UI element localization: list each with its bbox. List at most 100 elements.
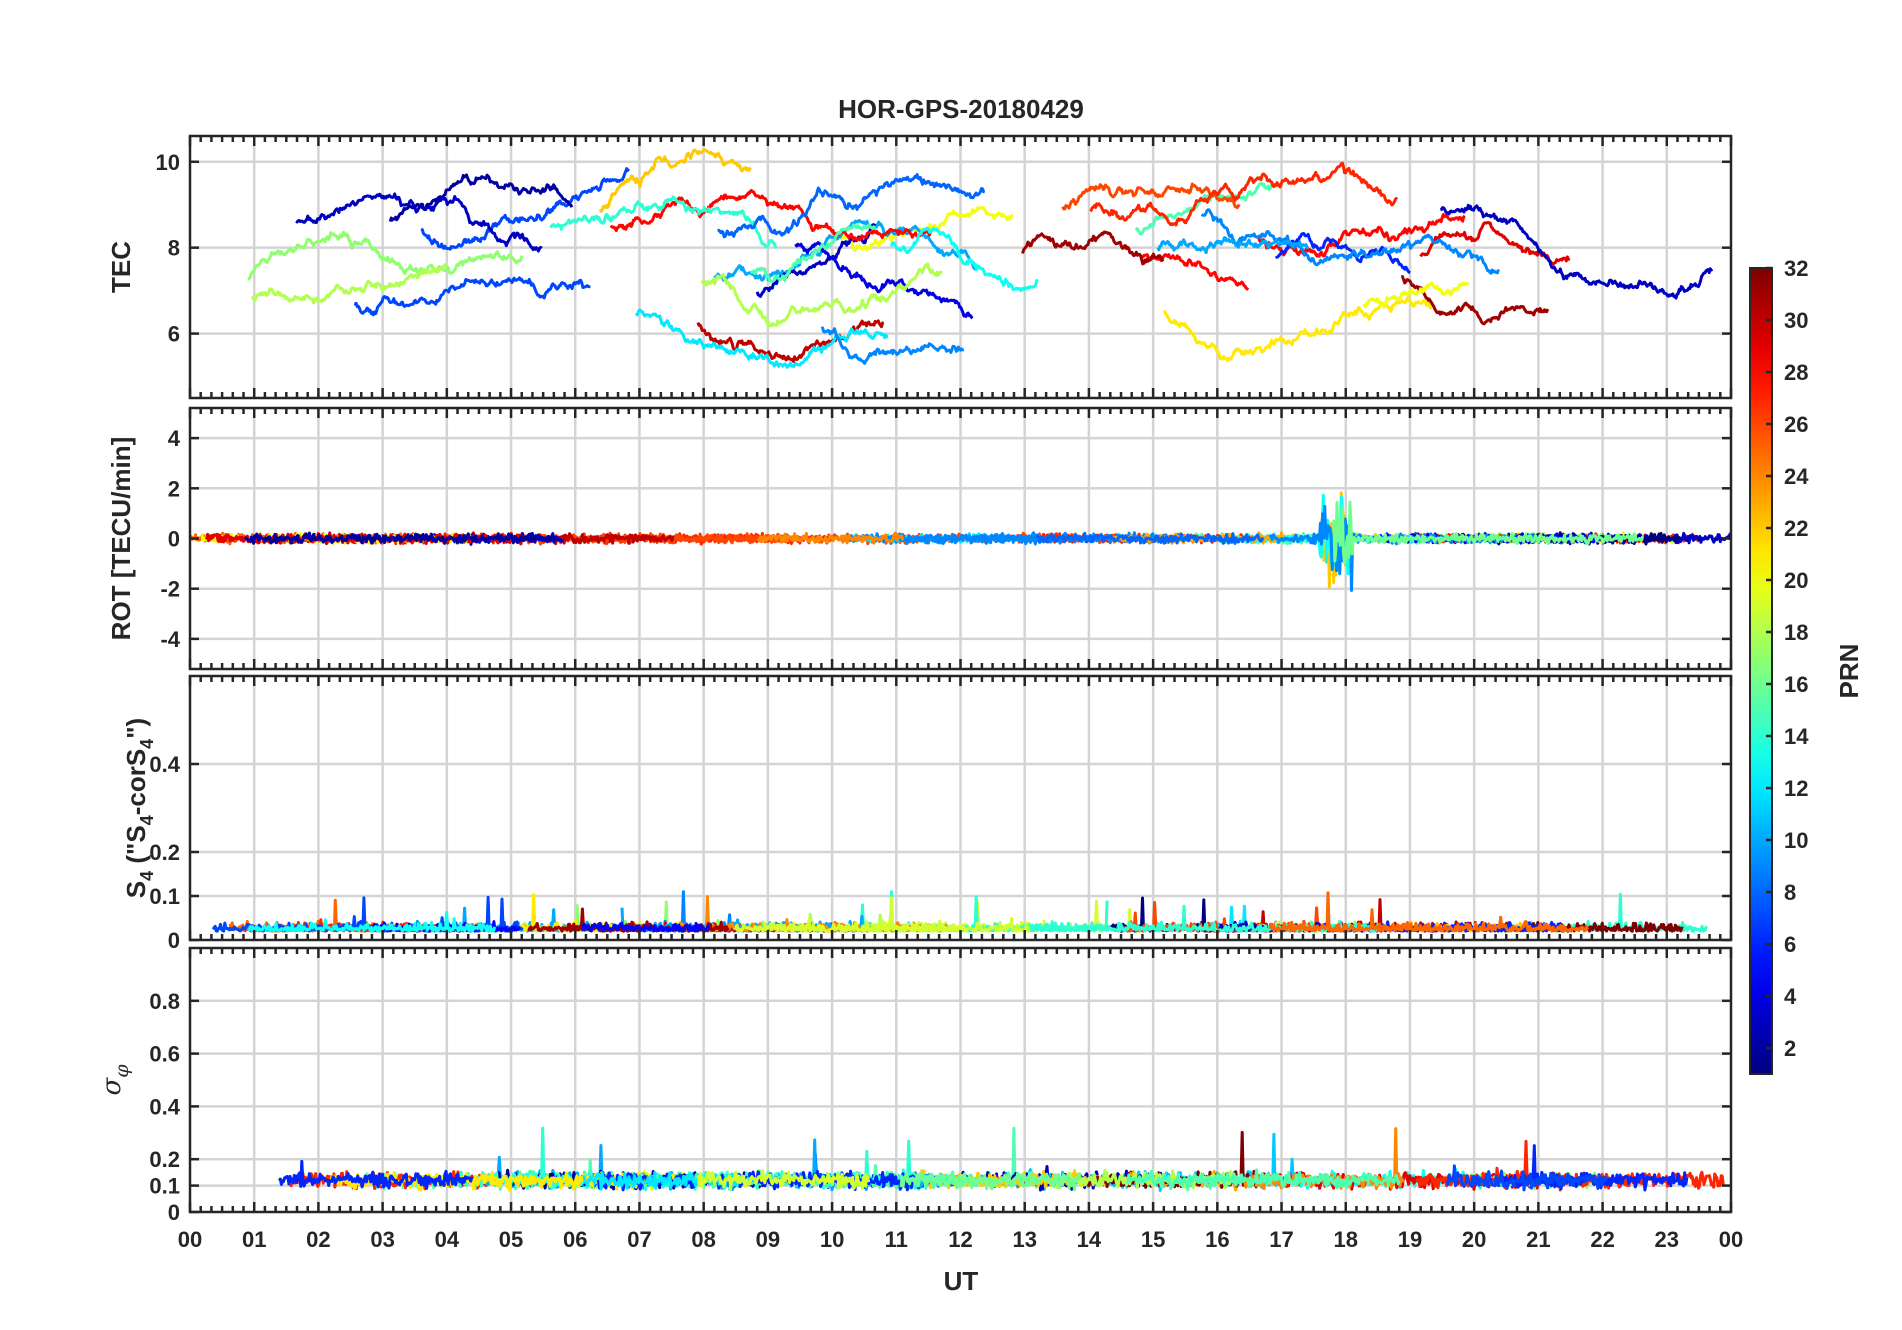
prn-trace xyxy=(695,1169,871,1191)
prn-trace xyxy=(295,192,543,253)
ut-x-tick-label: 15 xyxy=(1141,1227,1165,1252)
ut-x-tick-label: 02 xyxy=(306,1227,330,1252)
prn-trace xyxy=(860,917,965,933)
tec-y-tick-label: 10 xyxy=(156,150,180,175)
colorbar-tick-label: 2 xyxy=(1784,1036,1796,1061)
ut-x-tick-label: 05 xyxy=(499,1227,523,1252)
prn-trace xyxy=(1126,1168,1401,1192)
ut-x-tick-label: 19 xyxy=(1398,1227,1422,1252)
prn-trace xyxy=(251,262,447,305)
prn-trace xyxy=(598,148,752,213)
prn-trace xyxy=(1200,208,1500,275)
prn-trace xyxy=(1445,1164,1608,1192)
prn-trace xyxy=(1332,500,1645,565)
sigma-phi-y-tick-label: 0.2 xyxy=(149,1147,180,1172)
rot-panel: -4 -2 0 2 4 ROT [TECU/min] xyxy=(106,406,1733,671)
sigma-phi-traces xyxy=(277,1126,1725,1192)
tec-y-axis-label: TEC xyxy=(106,241,136,293)
prn-trace xyxy=(700,262,943,328)
colorbar-tick-label: 20 xyxy=(1784,568,1808,593)
ut-x-tick-label: 17 xyxy=(1269,1227,1293,1252)
prn-trace xyxy=(1439,203,1714,300)
colorbar-tick-label: 4 xyxy=(1784,984,1797,1009)
sigma-phi-y-tick-label: 0.6 xyxy=(149,1042,180,1067)
s4-frame xyxy=(188,674,1733,942)
ut-x-tick-label: 18 xyxy=(1334,1227,1358,1252)
prn-trace xyxy=(794,241,974,320)
s4-label-part-1: 4 xyxy=(137,871,157,881)
ut-x-tick-label: 03 xyxy=(370,1227,394,1252)
tec-frame xyxy=(188,134,1733,400)
colorbar-tick-label: 26 xyxy=(1784,412,1808,437)
prn-trace xyxy=(246,910,497,933)
prn-trace xyxy=(420,167,631,251)
s4-label-part-4: -corS xyxy=(121,749,151,815)
prn-trace xyxy=(820,326,965,365)
colorbar-tick-label: 28 xyxy=(1784,360,1808,385)
sigma-phi-y-tick-label: 0.1 xyxy=(149,1174,180,1199)
sigma-symbol: σ xyxy=(97,1077,127,1096)
sigma-phi-y-tick-label: 0.8 xyxy=(149,989,180,1014)
ut-x-tick-label: 16 xyxy=(1205,1227,1229,1252)
prn-trace xyxy=(1089,161,1399,227)
prn-trace xyxy=(549,195,778,249)
colorbar-tick-label: 12 xyxy=(1784,776,1808,801)
prn-trace xyxy=(1400,275,1550,326)
s4-y-tick-label: 0.2 xyxy=(149,840,180,865)
prn-trace xyxy=(890,226,1039,292)
rot-traces xyxy=(190,491,1731,592)
s4-y-axis-label: S4 ("S4-corS4") xyxy=(121,718,157,898)
rot-y-tick-label: 4 xyxy=(168,426,181,451)
prn-trace xyxy=(581,921,711,933)
s4-label-part-5: 4 xyxy=(137,739,157,749)
ut-x-tick-label: 23 xyxy=(1655,1227,1679,1252)
tec-traces xyxy=(247,148,1714,369)
tec-y-tick-label: 6 xyxy=(168,322,180,347)
prn-trace xyxy=(1029,904,1219,933)
prn-trace xyxy=(1163,296,1433,363)
prn-trace xyxy=(634,308,889,369)
ut-x-tick-label: 20 xyxy=(1462,1227,1486,1252)
ut-x-tick-labels: 00 01 02 03 04 05 06 07 08 09 10 11 12 13 14 15 16 17 18 19… xyxy=(178,1227,1743,1252)
sigma-phi-y-tick-labels: 00.10.2 0.4 0.6 0.8 xyxy=(149,989,180,1225)
s4-label-part-2: ("S xyxy=(121,825,151,871)
prn-trace xyxy=(277,1159,474,1190)
prn-trace xyxy=(749,223,877,283)
prn-trace xyxy=(1362,281,1470,309)
prn-trace xyxy=(609,189,933,242)
prn-trace xyxy=(899,1171,1082,1192)
ut-x-axis-label: UT xyxy=(944,1266,979,1296)
rot-y-tick-label: 2 xyxy=(168,476,180,501)
colorbar-tick-label: 24 xyxy=(1784,464,1809,489)
tec-panel: 6 8 10 TEC xyxy=(106,134,1733,400)
prn-trace xyxy=(717,173,986,239)
tec-y-tick-label: 8 xyxy=(168,236,180,261)
s4-label-part-3: 4 xyxy=(137,815,157,825)
s4-panel: 00.10.20.4 S4 ("S4-corS4") xyxy=(121,674,1733,953)
prn-trace xyxy=(353,276,591,317)
rot-y-tick-labels: -4 -2 0 2 4 xyxy=(160,426,180,652)
prn-trace xyxy=(1021,230,1165,266)
tec-y-tick-labels: 6 8 10 xyxy=(156,150,180,347)
ut-x-tick-label: 12 xyxy=(948,1227,972,1252)
rot-y-tick-label: -4 xyxy=(160,627,180,652)
prn-trace xyxy=(1268,891,1589,933)
colorbar-tick-label: 32 xyxy=(1784,256,1808,281)
s4-y-tick-labels: 0 0.1 0.2 0.4 xyxy=(149,752,180,953)
colorbar-tick-label: 16 xyxy=(1784,672,1808,697)
prn-trace xyxy=(1035,531,1265,545)
sigma-phi-grid xyxy=(190,948,1731,1212)
s4-traces xyxy=(211,890,1708,933)
phi-subscript: φ xyxy=(111,1064,133,1078)
colorbar-gradient xyxy=(1749,267,1773,1075)
ut-x-tick-label: 01 xyxy=(242,1227,266,1252)
s4-y-tick-label: 0.4 xyxy=(149,752,180,777)
ut-x-tick-label: 00 xyxy=(1719,1227,1743,1252)
ut-x-tick-label: 13 xyxy=(1012,1227,1036,1252)
prn-trace xyxy=(1140,253,1250,291)
prn-trace xyxy=(243,531,556,545)
ut-x-tick-label: 22 xyxy=(1590,1227,1614,1252)
s4-grid xyxy=(190,676,1731,940)
ut-x-tick-label: 21 xyxy=(1526,1227,1550,1252)
